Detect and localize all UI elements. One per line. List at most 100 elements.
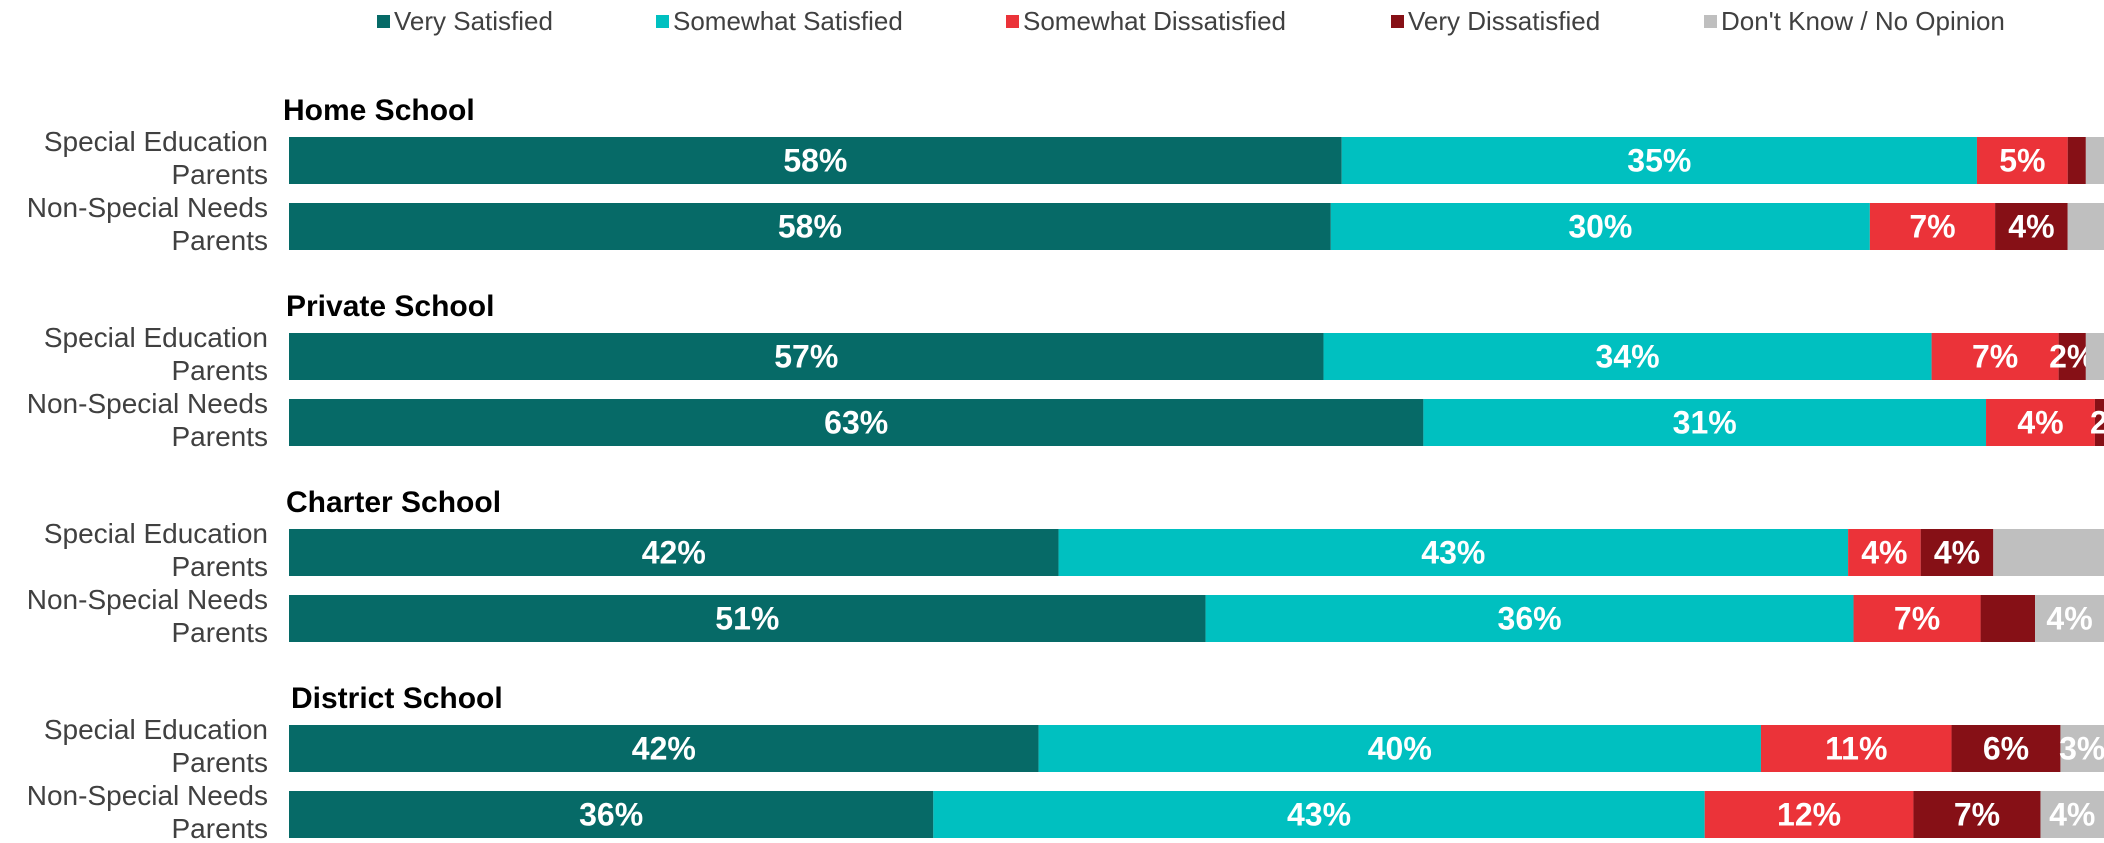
data-label-very-dissatisfied: 2% <box>2090 405 2104 441</box>
data-label-somewhat-dissatisfied: 4% <box>2017 405 2063 441</box>
data-label-somewhat-satisfied: 31% <box>1673 405 1737 441</box>
data-label-somewhat-satisfied: 43% <box>1287 797 1351 833</box>
bar-segment-somewhat-satisfied <box>1205 595 1854 642</box>
data-label-somewhat-satisfied: 40% <box>1368 731 1432 767</box>
bar-segment-somewhat-satisfied <box>1323 333 1932 380</box>
data-label-very-satisfied: 58% <box>783 143 847 179</box>
group-title-private-school: Private School <box>286 290 494 323</box>
row-label-line2: Parents <box>172 159 269 190</box>
row-label-line1: Special Education <box>44 714 268 745</box>
data-label-somewhat-satisfied: 34% <box>1596 339 1660 375</box>
bar-segment-somewhat-satisfied <box>1423 399 1987 446</box>
data-label-don-t-know-no-opinion: 4% <box>2049 797 2095 833</box>
row-label-line1: Special Education <box>44 126 268 157</box>
bar-segment-don-t-know-no-opinion <box>2060 725 2104 772</box>
data-label-very-satisfied: 51% <box>715 601 779 637</box>
data-label-very-dissatisfied: 4% <box>1934 535 1980 571</box>
data-label-somewhat-dissatisfied: 7% <box>1972 339 2018 375</box>
group-title-charter-school: Charter School <box>286 486 501 519</box>
data-label-somewhat-satisfied: 35% <box>1627 143 1691 179</box>
data-label-very-dissatisfied: 7% <box>1954 797 2000 833</box>
row-label-line1: Special Education <box>44 322 268 353</box>
bar-segment-very-dissatisfied <box>2067 137 2086 184</box>
bar-segment-very-dissatisfied <box>1951 725 2061 772</box>
bar-segment-very-dissatisfied <box>2094 399 2104 446</box>
legend-label-somewhat-dissatisfied: Somewhat Dissatisfied <box>1023 6 1286 36</box>
row-label-line1: Non-Special Needs <box>27 192 268 223</box>
row-label-line1: Non-Special Needs <box>27 388 268 419</box>
row-label-line1: Non-Special Needs <box>27 780 268 811</box>
bar-segment-very-satisfied <box>289 203 1331 250</box>
group-title-home-school: Home School <box>283 94 475 127</box>
bar-segment-don-t-know-no-opinion <box>2040 791 2104 838</box>
bar-segment-very-dissatisfied <box>1980 595 2036 642</box>
group-title-district-school: District School <box>291 682 503 715</box>
legend-swatch-very-satisfied <box>377 15 390 28</box>
bar-segment-somewhat-dissatisfied <box>1704 791 1914 838</box>
bar-segment-somewhat-dissatisfied <box>1848 529 1921 576</box>
bar-segment-very-dissatisfied <box>1913 791 2041 838</box>
data-label-very-dissatisfied: 4% <box>2008 209 2054 245</box>
data-label-somewhat-dissatisfied: 11% <box>1825 731 1887 767</box>
legend-swatch-very-dissatisfied <box>1391 15 1404 28</box>
bar-segment-don-t-know-no-opinion <box>2085 137 2104 184</box>
legend-label-somewhat-satisfied: Somewhat Satisfied <box>673 6 903 36</box>
row-label-line2: Parents <box>172 551 269 582</box>
legend-label-very-dissatisfied: Very Dissatisfied <box>1408 6 1600 36</box>
bar-segment-very-satisfied <box>289 399 1424 446</box>
bar-segment-very-satisfied <box>289 791 934 838</box>
bar-segment-somewhat-dissatisfied <box>1760 725 1952 772</box>
bar-segment-don-t-know-no-opinion <box>2085 333 2104 380</box>
data-label-somewhat-satisfied: 43% <box>1421 535 1485 571</box>
bar-segment-somewhat-satisfied <box>1341 137 1977 184</box>
data-label-very-satisfied: 57% <box>774 339 838 375</box>
legend-swatch-somewhat-dissatisfied <box>1006 15 1019 28</box>
row-label-line2: Parents <box>172 421 269 452</box>
data-label-very-satisfied: 42% <box>632 731 696 767</box>
legend-swatch-don-t-know-no-opinion <box>1704 15 1717 28</box>
row-label-line2: Parents <box>172 747 269 778</box>
bar-segment-somewhat-dissatisfied <box>1853 595 1981 642</box>
row-label-line2: Parents <box>172 813 269 843</box>
data-label-very-satisfied: 36% <box>579 797 643 833</box>
legend-label-don-t-know-no-opinion: Don't Know / No Opinion <box>1721 6 2005 36</box>
data-label-don-t-know-no-opinion: 4% <box>2046 601 2092 637</box>
legend-label-very-satisfied: Very Satisfied <box>394 6 553 36</box>
row-label-line2: Parents <box>172 225 269 256</box>
bar-segment-somewhat-satisfied <box>1058 529 1849 576</box>
bar-segment-somewhat-satisfied <box>1038 725 1761 772</box>
data-label-somewhat-dissatisfied: 5% <box>1999 143 2045 179</box>
data-label-somewhat-dissatisfied: 7% <box>1894 601 1940 637</box>
bar-segment-very-dissatisfied <box>1920 529 1994 576</box>
data-label-somewhat-dissatisfied: 4% <box>1861 535 1907 571</box>
bar-segment-somewhat-dissatisfied <box>1931 333 2059 380</box>
bar-segment-very-dissatisfied <box>2058 333 2086 380</box>
bar-segment-don-t-know-no-opinion <box>2067 203 2104 250</box>
row-label-line1: Special Education <box>44 518 268 549</box>
bar-segment-very-satisfied <box>289 595 1206 642</box>
data-label-very-satisfied: 63% <box>824 405 888 441</box>
data-label-very-dissatisfied: 6% <box>1983 731 2029 767</box>
legend-swatch-somewhat-satisfied <box>656 15 669 28</box>
bar-segment-somewhat-dissatisfied <box>1869 203 1996 250</box>
bar-segment-somewhat-dissatisfied <box>1976 137 2068 184</box>
bar-segment-somewhat-satisfied <box>933 791 1705 838</box>
row-label-line1: Non-Special Needs <box>27 584 268 615</box>
bar-segment-very-satisfied <box>289 529 1059 576</box>
data-label-very-satisfied: 58% <box>778 209 842 245</box>
bar-segment-very-dissatisfied <box>1995 203 2068 250</box>
row-label-line2: Parents <box>172 355 269 386</box>
data-label-somewhat-dissatisfied: 12% <box>1777 797 1841 833</box>
